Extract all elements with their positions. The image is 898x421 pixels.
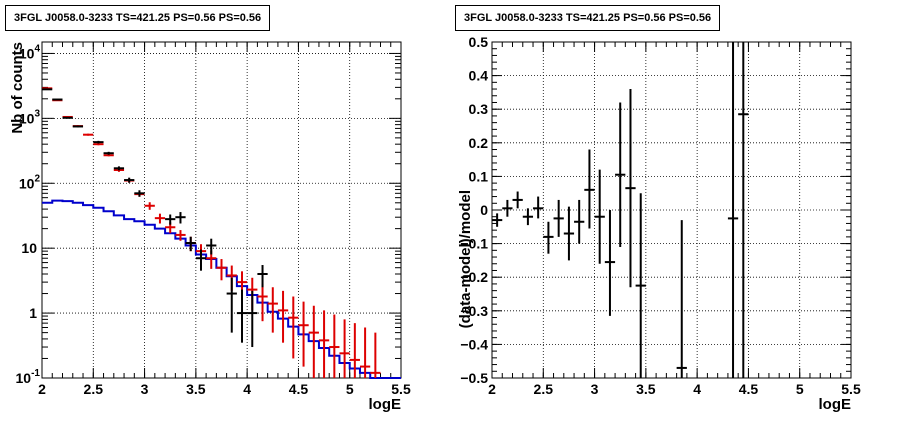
residual-point [594,169,605,264]
right-y-tick-label: −0.4 [460,336,488,352]
left-plot-title: 3FGL J0058.0-3233 TS=421.25 PS=0.56 PS=0… [5,5,271,31]
right-y-tick-label: −0.3 [460,303,488,319]
data-point [62,116,73,119]
right-x-tick-label: 4 [693,381,701,397]
right-x-tick-label: 2 [488,381,496,397]
data-point [185,236,196,252]
model-point [277,290,289,343]
left-frame [41,41,402,379]
data-point [247,290,258,348]
model-point [359,327,371,378]
data-point [165,214,176,225]
model-point [154,213,166,224]
left-x-tick-label: 3 [141,381,149,397]
right-y-tick-label: 0 [480,202,488,218]
left-x-tick-label: 2 [38,381,46,397]
left-y-tick-label: 103 [19,108,41,126]
data-point [124,177,135,183]
residual-point [512,191,523,209]
model-point [308,305,319,378]
right-y-label: (data-model)/model [457,190,474,328]
right-x-tick-label: 4.5 [739,381,759,397]
residual-point [533,196,544,219]
model-point [267,287,278,333]
residual-point [635,193,646,378]
left-y-tick-label: 102 [19,173,41,191]
data-point [257,265,268,288]
right-x-tick-label: 3 [591,381,599,397]
model-point [288,296,299,359]
right-x-tick-label: 5.5 [841,381,861,397]
data-point [52,98,63,101]
data-point [113,166,125,171]
model-point [93,143,104,146]
residual-point [604,210,616,316]
model-point [370,332,381,378]
left-y-tick-label: 10 [21,240,37,256]
model-point [339,319,350,378]
data-point [103,151,114,155]
residual-point [502,199,513,217]
residual-point [543,221,554,254]
right-y-tick-label: −0.2 [460,269,488,285]
left-y-tick-label: 10-1 [16,368,41,386]
right-y-tick-label: 0.1 [469,168,489,184]
right-x-tick-label: 2.5 [534,381,554,397]
model-point [298,301,309,367]
right-y-tick-label: 0.5 [469,34,489,50]
model-point [175,230,186,241]
model-point [144,202,155,210]
left-x-tick-label: 4.5 [289,381,309,397]
residual-point [574,199,585,244]
residual-point [553,199,564,237]
right-y-tick-label: 0.4 [469,68,489,84]
right-y-tick-label: 0.2 [469,135,489,151]
model-point [329,314,340,378]
left-x-label: logE [369,396,402,413]
model-point [318,310,330,378]
residual-point [676,220,687,378]
model-point [349,323,360,378]
left-y-label: Nb of counts [9,42,26,134]
data-point [93,140,104,144]
residual-point [625,89,636,288]
right-y-tick-label: −0.5 [460,370,488,386]
data-point [42,88,53,91]
left-x-tick-label: 4 [243,381,251,397]
data-point [195,249,207,271]
left-y-tick-label: 104 [19,43,41,61]
residual-point [615,102,626,247]
data-point [175,212,186,224]
model-point [257,283,268,322]
right-x-tick-label: 5 [796,381,804,397]
model-point [83,133,94,136]
residual-point [738,42,749,378]
background-histogram-line [42,199,401,379]
right-frame [491,41,852,379]
left-x-tick-label: 3.5 [186,381,206,397]
right-x-label: logE [819,396,852,413]
right-y-tick-label: 0.3 [469,101,489,117]
residual-point [727,42,739,378]
residual-point [522,208,534,226]
right-plot-title: 3FGL J0058.0-3233 TS=421.25 PS=0.56 PS=0… [455,5,721,31]
left-x-tick-label: 5 [346,381,354,397]
right-y-tick-label: −0.1 [460,236,488,252]
model-point [216,259,227,281]
left-x-tick-label: 2.5 [84,381,104,397]
left-y-tick-label: 1 [29,305,37,321]
residual-point [492,213,503,227]
left-x-tick-label: 5.5 [391,381,411,397]
data-point [134,190,145,197]
residual-point [584,149,595,229]
data-point [72,125,84,128]
data-point [236,289,248,343]
right-x-tick-label: 3.5 [636,381,656,397]
data-point [226,277,237,333]
data-point [206,238,217,255]
residual-point [563,206,575,261]
